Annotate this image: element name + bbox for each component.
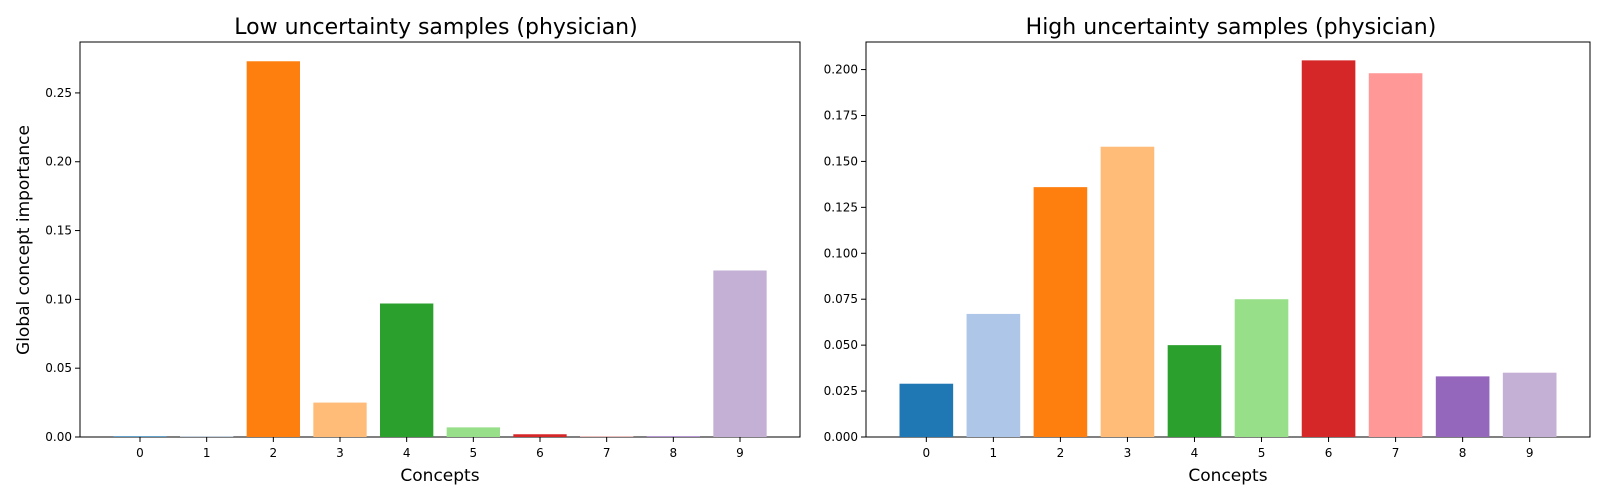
x-tick-label: 1 [203, 446, 211, 460]
bar-concept-3 [1100, 146, 1155, 437]
bar-group [113, 61, 767, 438]
plot-frame [79, 41, 801, 438]
chart-title: Low uncertainty samples (physician) [234, 15, 637, 40]
x-tick-label: 1 [990, 446, 998, 460]
x-tick-label: 8 [1459, 446, 1467, 460]
x-axis-label: Concepts [1188, 466, 1267, 486]
bar-concept-7 [1368, 73, 1423, 437]
x-tick-label: 9 [736, 446, 744, 460]
bar-concept-2 [1033, 187, 1088, 437]
x-tick-label: 2 [270, 446, 278, 460]
x-axis-ticks: 0 1 2 3 4 5 6 7 8 9 [923, 437, 1534, 460]
y-axis-ticks: 0.00 0.05 0.10 0.15 0.20 0.25 [45, 86, 80, 444]
bar-concept-6 [513, 434, 567, 437]
bar-concept-1 [966, 313, 1021, 437]
y-tick-label: 0.00 [45, 430, 72, 444]
y-tick-label: 0.10 [45, 292, 72, 306]
x-axis-ticks: 0 1 2 3 4 5 6 7 8 9 [136, 437, 744, 460]
x-tick-label: 7 [603, 446, 611, 460]
y-tick-label: 0.150 [824, 154, 858, 168]
x-tick-label: 2 [1057, 446, 1065, 460]
x-tick-label: 5 [470, 446, 478, 460]
y-tick-label: 0.200 [824, 63, 858, 77]
y-tick-label: 0.025 [824, 384, 858, 398]
bar-concept-4 [1167, 345, 1222, 437]
y-axis-ticks: 0.000 0.025 0.050 0.075 0.100 0.125 0.150 0.175… [824, 63, 866, 444]
x-tick-label: 6 [536, 446, 544, 460]
bar-concept-8 [646, 436, 700, 437]
x-tick-label: 5 [1258, 446, 1266, 460]
chart-panel-low-uncertainty: Low uncertainty samples (physician) 0.00… [14, 15, 801, 486]
y-tick-label: 0.125 [824, 200, 858, 214]
chart-panel-high-uncertainty: High uncertainty samples (physician) 0.0… [824, 15, 1591, 486]
x-axis-label: Concepts [400, 466, 479, 486]
bar-concept-3 [313, 402, 367, 437]
bar-concept-9 [713, 270, 767, 437]
bar-concept-2 [246, 61, 300, 438]
bar-concept-6 [1301, 60, 1356, 438]
y-tick-label: 0.175 [824, 108, 858, 122]
y-tick-label: 0.20 [45, 155, 72, 169]
x-tick-label: 0 [923, 446, 931, 460]
x-tick-label: 3 [336, 446, 344, 460]
bar-concept-5 [1234, 299, 1289, 437]
y-tick-label: 0.000 [824, 430, 858, 444]
bar-concept-5 [446, 427, 500, 437]
x-tick-label: 4 [403, 446, 411, 460]
chart-title: High uncertainty samples (physician) [1026, 15, 1437, 40]
y-axis-label: Global concept importance [14, 125, 34, 355]
bar-concept-8 [1435, 376, 1490, 437]
y-tick-label: 0.15 [45, 224, 72, 238]
x-tick-label: 8 [670, 446, 678, 460]
plot-frame [865, 41, 1591, 438]
y-tick-label: 0.100 [824, 246, 858, 260]
x-tick-label: 4 [1191, 446, 1199, 460]
x-tick-label: 3 [1124, 446, 1132, 460]
y-tick-label: 0.075 [824, 292, 858, 306]
bar-concept-0 [899, 383, 954, 437]
x-tick-label: 9 [1526, 446, 1534, 460]
bar-concept-0 [113, 436, 167, 437]
x-tick-label: 6 [1325, 446, 1333, 460]
x-tick-label: 7 [1392, 446, 1400, 460]
y-tick-label: 0.050 [824, 338, 858, 352]
x-tick-label: 0 [136, 446, 144, 460]
bar-concept-9 [1502, 372, 1557, 437]
bar-group [899, 60, 1557, 438]
y-tick-label: 0.25 [45, 86, 72, 100]
y-tick-label: 0.05 [45, 361, 72, 375]
bar-concept-4 [380, 303, 434, 437]
